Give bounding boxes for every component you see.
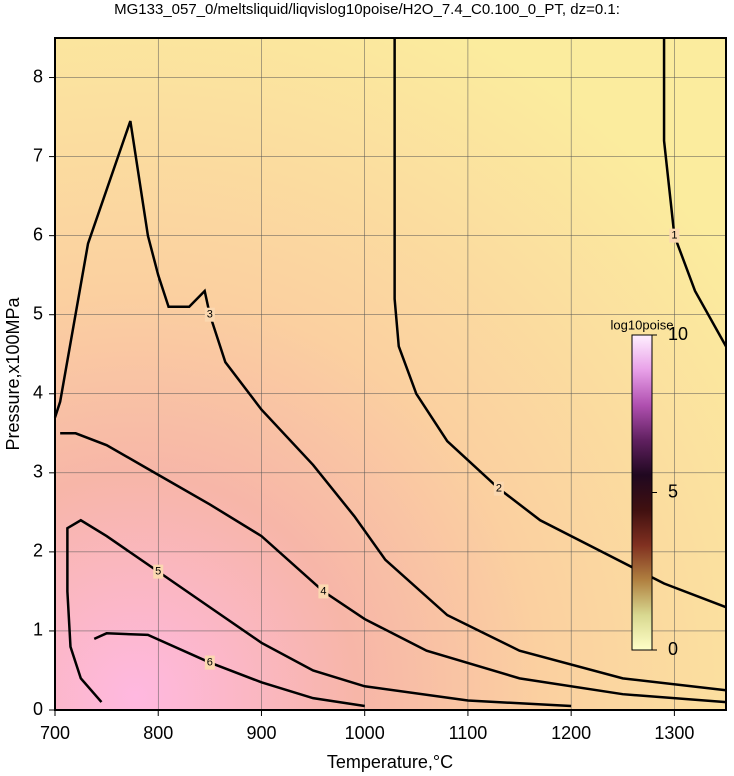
chart-title: MG133_057_0/meltsliquid/liqvislog10poise…: [114, 1, 620, 18]
colorbar-tick-label: 5: [668, 481, 678, 501]
contour-label-bg: [204, 307, 215, 322]
x-axis-label: Temperature,°C: [327, 752, 453, 772]
contour-label: 5: [155, 566, 161, 578]
plot-frame: [54, 37, 727, 711]
y-tick-label: 4: [33, 383, 43, 403]
x-tick-label: 1100: [449, 723, 488, 743]
x-tick-label: 1200: [551, 723, 591, 743]
contour-label: 6: [207, 656, 213, 668]
y-tick-label: 7: [33, 145, 43, 165]
contour-label: 1: [671, 230, 677, 242]
contour-label: 3: [207, 309, 213, 321]
colorbar: [631, 334, 653, 651]
y-tick-label: 3: [33, 462, 43, 482]
contour-label-bg: [153, 564, 164, 579]
contour-label-bg: [204, 655, 215, 670]
colorbar-label: log10poise: [611, 317, 674, 332]
contour-label: 4: [320, 585, 326, 597]
contour-label-bg: [669, 228, 680, 243]
y-tick-label: 0: [33, 699, 43, 719]
contour-label-bg: [318, 584, 329, 599]
contour-label-bg: [493, 481, 504, 496]
y-tick-label: 2: [33, 541, 43, 561]
y-tick-label: 6: [33, 224, 43, 244]
contour-line: [60, 432, 727, 704]
x-tick-label: 800: [143, 723, 173, 743]
x-tick-label: 1300: [654, 723, 694, 743]
y-tick-label: 5: [33, 303, 43, 323]
colorbar-tick-label: 10: [668, 324, 688, 344]
x-tick-label: 700: [40, 723, 70, 743]
y-axis-label: Pressure,x100MPa: [3, 296, 23, 450]
y-tick-label: 8: [33, 66, 43, 86]
colorbar-tick-label: 0: [668, 639, 678, 659]
plot-background: [55, 38, 726, 710]
contour-label: 2: [496, 483, 502, 495]
contour-line: [66, 518, 572, 708]
x-tick-label: 900: [246, 723, 276, 743]
x-tick-label: 1000: [345, 723, 385, 743]
y-tick-label: 1: [33, 620, 43, 640]
